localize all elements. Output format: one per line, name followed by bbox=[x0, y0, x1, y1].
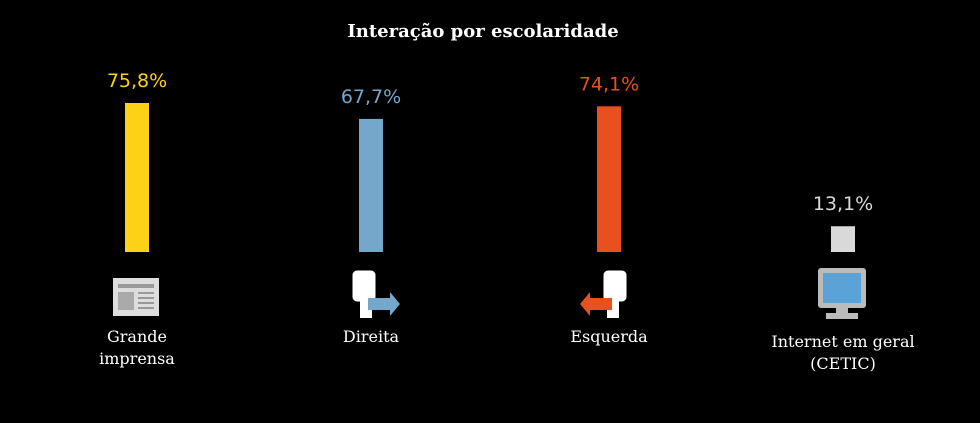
value-label: 75,8% bbox=[107, 70, 167, 92]
newspaper-icon bbox=[113, 278, 159, 316]
value-label: 74,1% bbox=[579, 73, 639, 95]
bar bbox=[831, 226, 855, 252]
bar bbox=[359, 118, 383, 253]
value-label: 13,1% bbox=[813, 193, 873, 215]
category-label: Grande imprensa bbox=[99, 327, 175, 368]
category-label: Direita bbox=[342, 327, 400, 346]
bar bbox=[125, 102, 149, 252]
value-label: 67,7% bbox=[341, 86, 401, 108]
monitor-icon bbox=[818, 268, 866, 319]
chart-title: Interação por escolaridade bbox=[347, 21, 618, 42]
category-label: Internet em geral (CETIC) bbox=[771, 332, 915, 373]
fist-right-icon bbox=[351, 269, 400, 318]
bar bbox=[597, 106, 621, 252]
fist-left-icon bbox=[580, 269, 628, 318]
category-label: Esquerda bbox=[570, 327, 648, 346]
